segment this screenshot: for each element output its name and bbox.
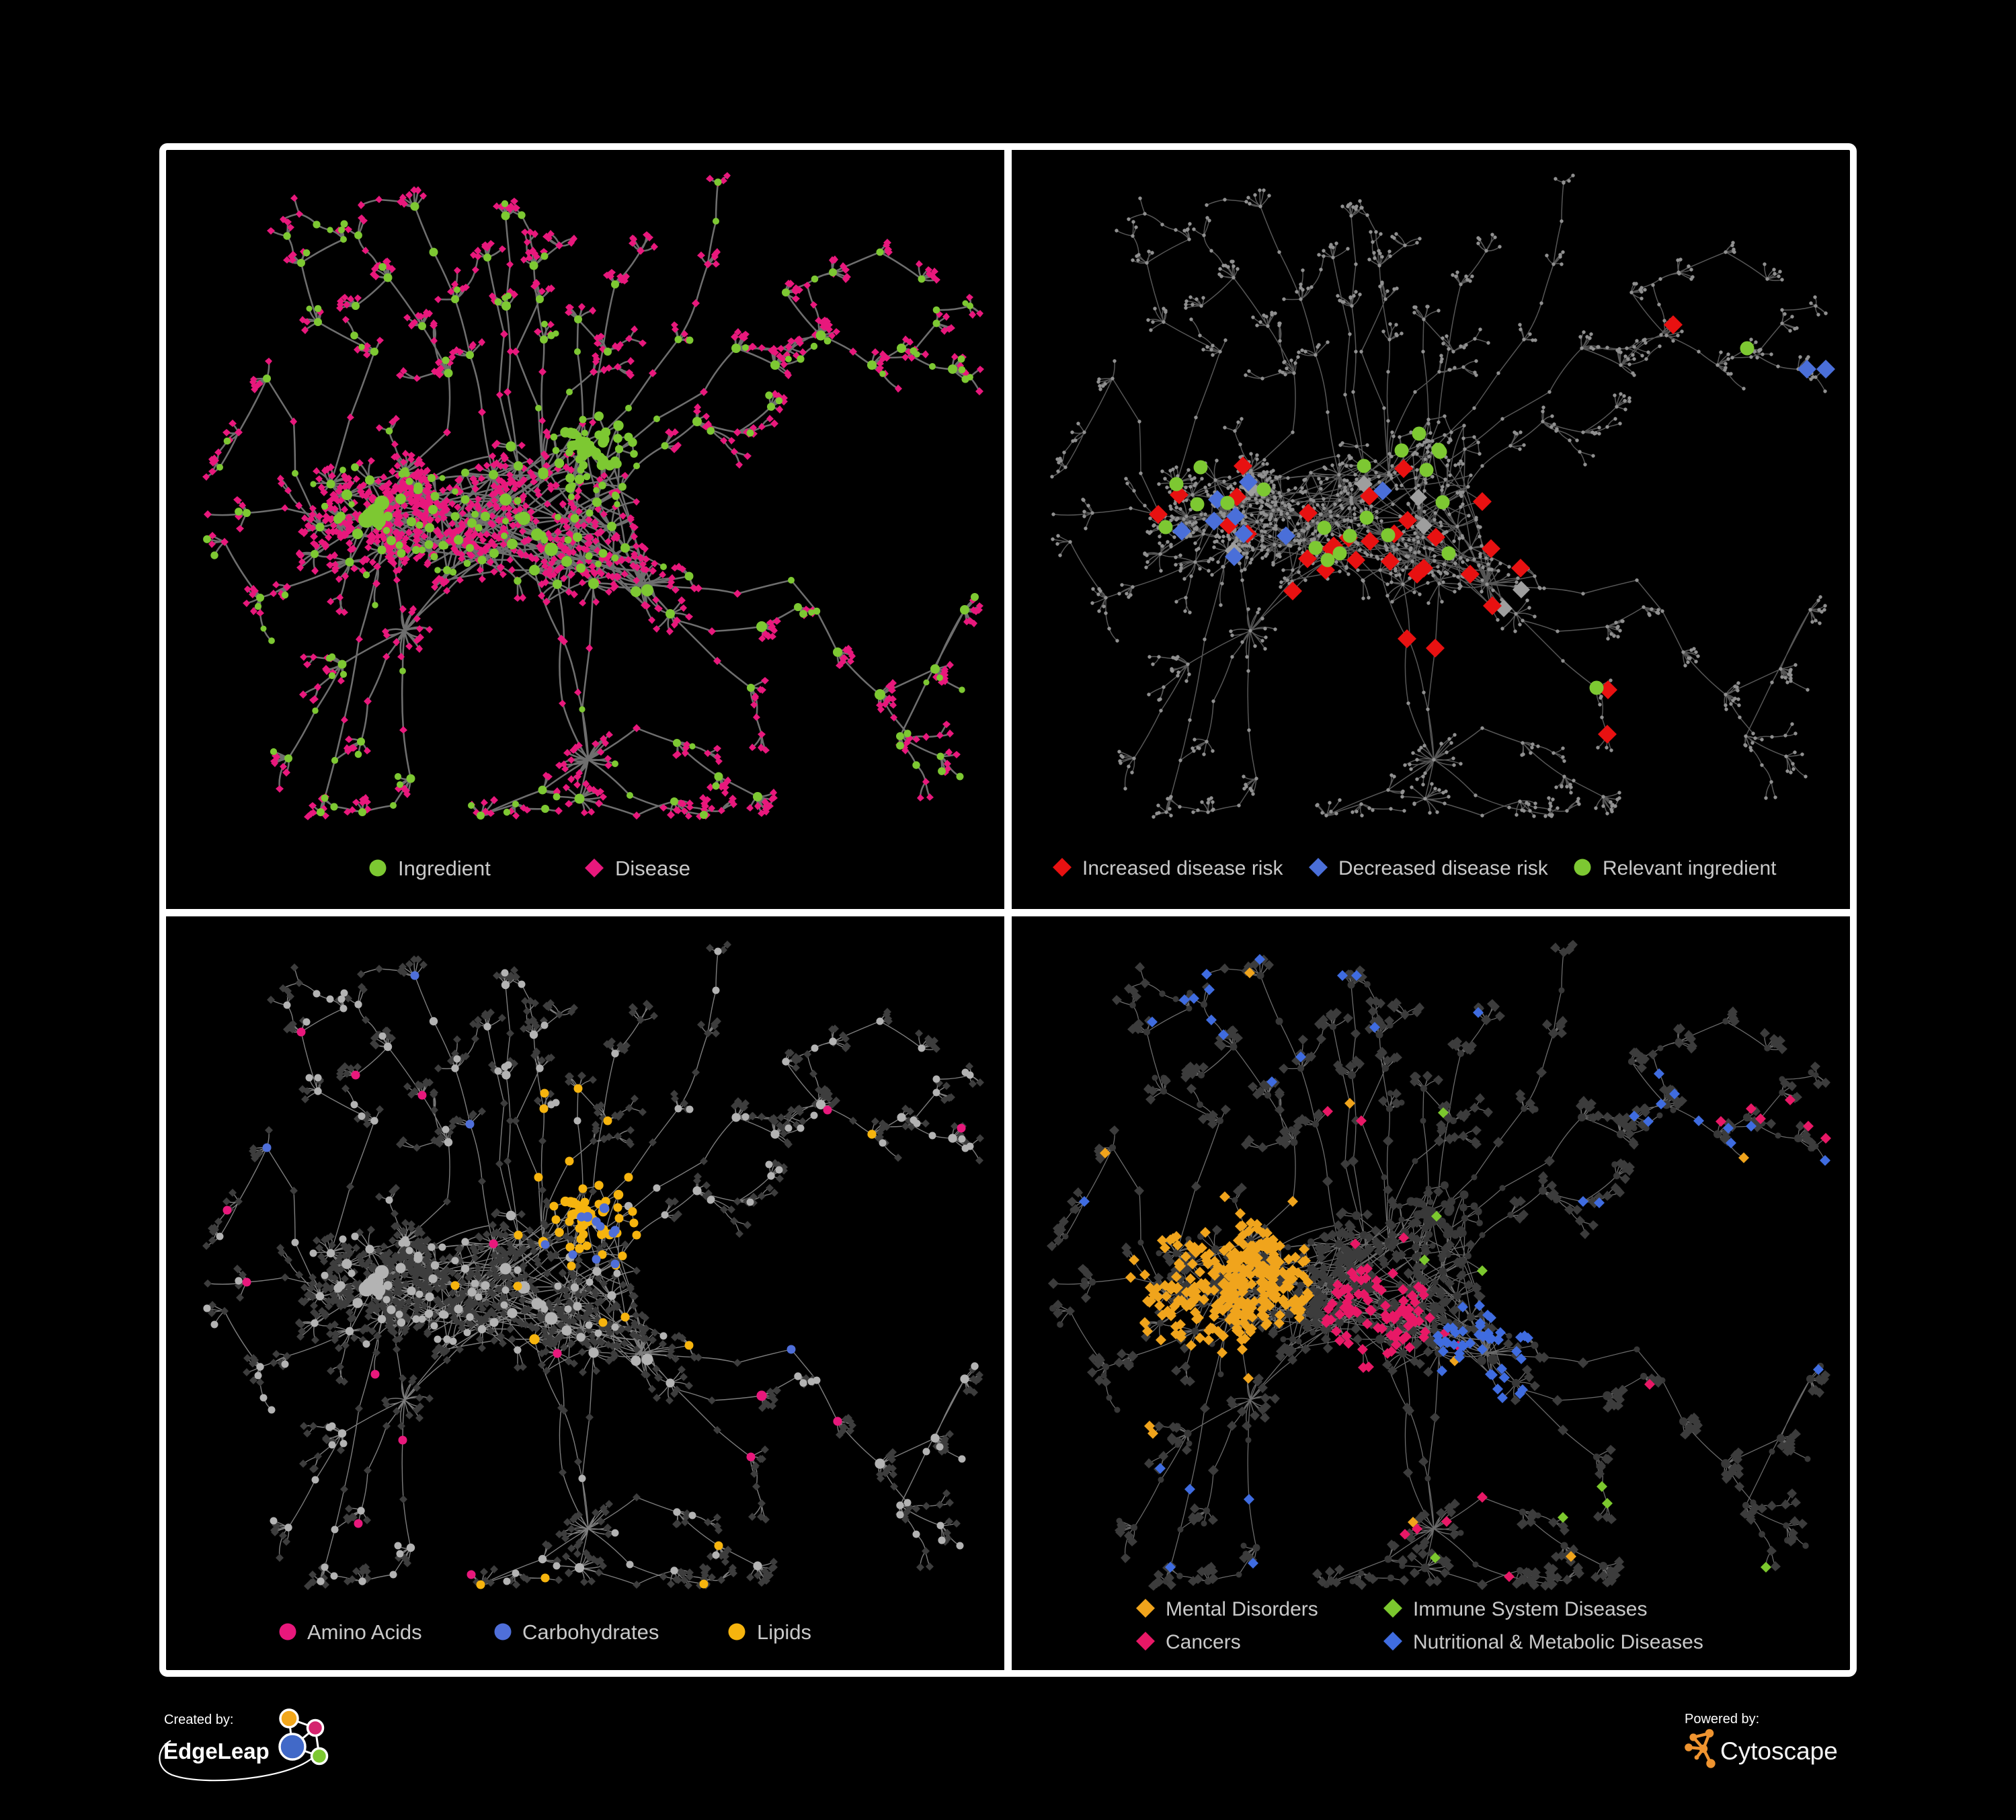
svg-text:Decreased disease risk: Decreased disease risk [1338, 857, 1549, 879]
svg-text:Cytoscape: Cytoscape [1720, 1737, 1838, 1765]
svg-text:Created by:: Created by: [164, 1712, 233, 1727]
svg-text:Disease: Disease [615, 857, 690, 880]
svg-text:Relevant ingredient: Relevant ingredient [1603, 857, 1777, 879]
svg-text:EdgeLeap: EdgeLeap [163, 1739, 270, 1764]
svg-text:Carbohydrates: Carbohydrates [522, 1620, 659, 1644]
svg-text:Mental Disorders: Mental Disorders [1166, 1598, 1318, 1620]
svg-text:Increased disease risk: Increased disease risk [1082, 857, 1283, 879]
svg-text:Ingredient: Ingredient [398, 857, 491, 880]
svg-text:Nutritional & Metabolic Diseas: Nutritional & Metabolic Diseases [1413, 1631, 1703, 1653]
svg-text:Amino Acids: Amino Acids [307, 1620, 422, 1644]
svg-text:Cancers: Cancers [1166, 1631, 1241, 1653]
svg-text:Powered by:: Powered by: [1685, 1712, 1759, 1727]
svg-text:Immune System Diseases: Immune System Diseases [1413, 1598, 1647, 1620]
svg-text:Lipids: Lipids [757, 1620, 811, 1644]
